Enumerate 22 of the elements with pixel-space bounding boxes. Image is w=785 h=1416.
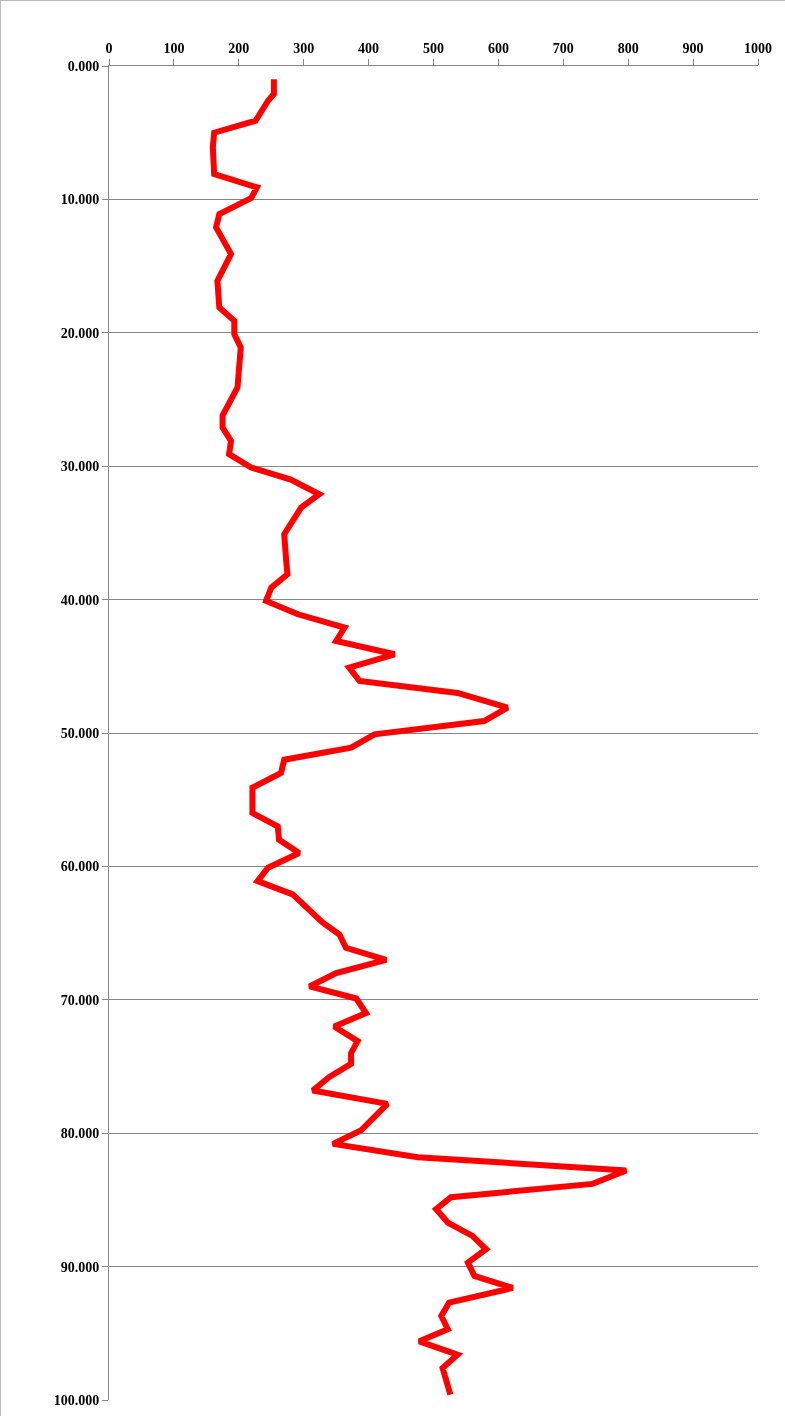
- x-tick-label: 300: [293, 41, 315, 57]
- y-tick-label: 40.000: [60, 592, 100, 608]
- x-tick-label: 900: [682, 41, 704, 57]
- y-tick-label: 0.000: [67, 58, 100, 74]
- y-tick-label: 50.000: [60, 725, 100, 741]
- x-tick-label: 400: [358, 41, 380, 57]
- x-tick-label: 800: [617, 41, 639, 57]
- x-tick-label: 700: [552, 41, 574, 57]
- x-tick-label: 200: [228, 41, 250, 57]
- y-tick-label: 70.000: [60, 992, 100, 1008]
- x-tick-label: 1000: [744, 41, 772, 57]
- x-tick-label: 600: [487, 41, 509, 57]
- y-tick-label: 30.000: [60, 459, 100, 475]
- y-tick-label: 10.000: [60, 192, 100, 208]
- y-tick-label: 90.000: [60, 1259, 100, 1275]
- y-tick-label: 100.000: [53, 1392, 100, 1408]
- y-tick-label: 60.000: [60, 859, 100, 875]
- x-tick-label: 100: [163, 41, 185, 57]
- y-tick-label: 20.000: [60, 325, 100, 341]
- x-tick-label: 500: [423, 41, 444, 57]
- x-tick-label: 0: [105, 41, 113, 57]
- y-tick-label: 80.000: [60, 1126, 100, 1142]
